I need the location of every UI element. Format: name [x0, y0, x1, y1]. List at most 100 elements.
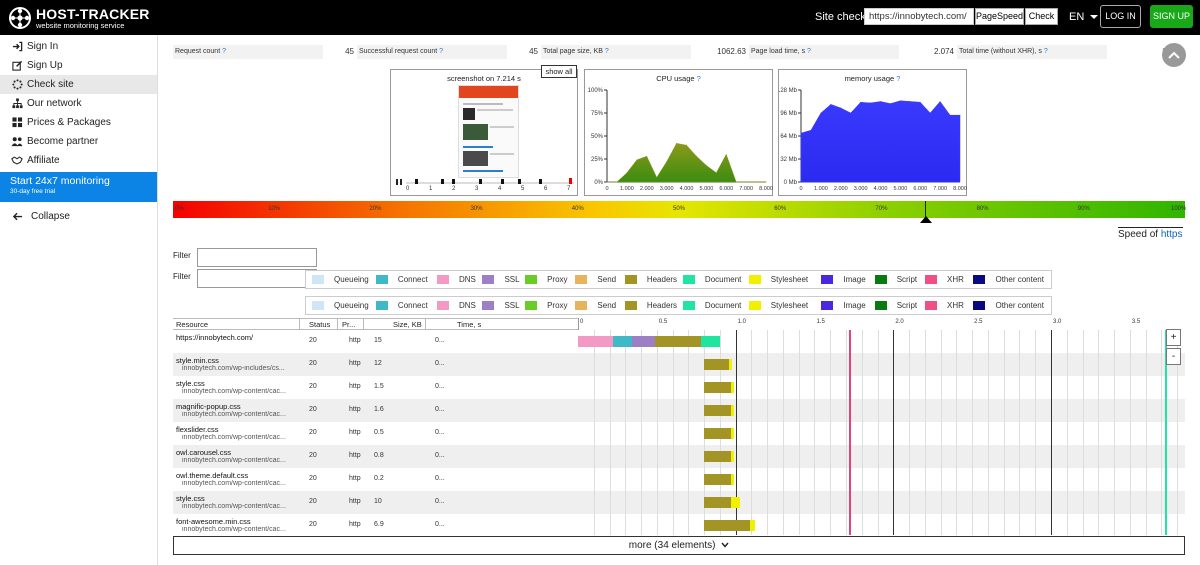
- header-protocol[interactable]: Pr...: [342, 320, 356, 329]
- waterfall-bar-headers[interactable]: [655, 336, 701, 347]
- legend-item[interactable]: Send: [575, 301, 624, 310]
- legend-item[interactable]: XHR: [925, 275, 973, 284]
- legend-item[interactable]: Proxy: [525, 301, 575, 310]
- edit-icon: [11, 60, 23, 72]
- legend-item[interactable]: Send: [575, 275, 624, 284]
- legend-item[interactable]: Image: [821, 275, 874, 284]
- waterfall-bar-stylesheet[interactable]: [730, 497, 741, 508]
- waterfall-bar-stylesheet[interactable]: [730, 451, 735, 462]
- sidebar-item-our-network[interactable]: Our network: [0, 94, 157, 113]
- help-icon[interactable]: ?: [439, 48, 444, 55]
- logo[interactable]: HOST-TRACKER website monitoring service: [8, 6, 150, 30]
- more-elements-button[interactable]: more (34 elements): [173, 536, 1185, 555]
- waterfall-bar-dns[interactable]: [578, 336, 613, 347]
- legend-item[interactable]: DNS: [436, 275, 483, 284]
- pagespeed-button[interactable]: PageSpeed: [975, 8, 1024, 25]
- legend-item[interactable]: Connect: [375, 301, 437, 310]
- table-row[interactable]: style.css innobytech.com/wp-content/cac..…: [173, 491, 1185, 514]
- waterfall-bar-headers[interactable]: [704, 428, 731, 439]
- show-all-button[interactable]: show all: [541, 65, 577, 78]
- sidebar-item-sign-in[interactable]: Sign In: [0, 37, 157, 56]
- legend-item[interactable]: SSL: [482, 275, 525, 284]
- waterfall-bar-stylesheet[interactable]: [730, 405, 735, 416]
- table-row[interactable]: owl.carousel.css innobytech.com/wp-conten…: [173, 445, 1185, 468]
- waterfall-bar-headers[interactable]: [704, 405, 731, 416]
- speed-link[interactable]: https: [1160, 229, 1183, 240]
- legend-item[interactable]: Stylesheet: [748, 301, 822, 310]
- legend-item[interactable]: Headers: [624, 275, 683, 284]
- legend-item[interactable]: Proxy: [525, 275, 575, 284]
- header-size[interactable]: Size, KB: [393, 320, 422, 329]
- waterfall-bar-headers[interactable]: [704, 382, 731, 393]
- legend-item[interactable]: Script: [874, 275, 925, 284]
- legend-item[interactable]: SSL: [482, 301, 525, 310]
- legend-swatch: [482, 275, 495, 284]
- header-time[interactable]: Time, s: [457, 320, 482, 329]
- legend-item[interactable]: DNS: [436, 301, 483, 310]
- waterfall-bar-stylesheet[interactable]: [730, 428, 735, 439]
- zoom-in-button[interactable]: +: [1166, 329, 1181, 346]
- legend-item[interactable]: Stylesheet: [748, 275, 822, 284]
- table-row[interactable]: style.min.css innobytech.com/wp-includes/…: [173, 353, 1185, 376]
- waterfall-bar-stylesheet[interactable]: [730, 474, 735, 485]
- language-selector[interactable]: EN: [1069, 11, 1099, 23]
- waterfall-bar-headers[interactable]: [704, 474, 731, 485]
- start-monitoring-promo[interactable]: Start 24x7 monitoring 30-day free trial: [0, 172, 157, 202]
- table-row[interactable]: style.css innobytech.com/wp-content/cac..…: [173, 376, 1185, 399]
- waterfall-bar-headers[interactable]: [704, 451, 731, 462]
- legend-item[interactable]: Image: [821, 301, 874, 310]
- table-row[interactable]: font-awesome.min.css innobytech.com/wp-co…: [173, 514, 1185, 537]
- login-button[interactable]: LOG IN: [1100, 5, 1141, 28]
- waterfall-bar-stylesheet[interactable]: [730, 382, 735, 393]
- help-icon[interactable]: ?: [896, 74, 901, 83]
- signup-button[interactable]: SIGN UP: [1150, 5, 1193, 28]
- waterfall-bar-headers[interactable]: [704, 520, 750, 531]
- sidebar-item-check-site[interactable]: Check site: [0, 75, 157, 94]
- check-button[interactable]: Check: [1025, 8, 1058, 25]
- legend-item[interactable]: Queueing: [312, 275, 376, 284]
- legend-item[interactable]: XHR: [925, 301, 973, 310]
- waterfall-bar-ssl[interactable]: [631, 336, 656, 347]
- sidebar-item-affiliate[interactable]: Affiliate: [0, 151, 157, 170]
- help-icon[interactable]: ?: [1043, 48, 1048, 55]
- legend-item[interactable]: Queueing: [312, 301, 376, 310]
- help-icon[interactable]: ?: [604, 48, 609, 55]
- waterfall-bar-stylesheet[interactable]: [749, 520, 755, 531]
- legend-item[interactable]: Other content: [973, 301, 1050, 310]
- data-point: [899, 100, 901, 102]
- header-status[interactable]: Status: [309, 320, 331, 329]
- screenshot-thumbnail[interactable]: [458, 85, 519, 178]
- waterfall-bar-headers[interactable]: [704, 359, 730, 370]
- legend-item[interactable]: Document: [682, 301, 749, 310]
- y-tick-label: 64 Mb: [780, 134, 797, 140]
- waterfall-bar-stylesheet[interactable]: [729, 359, 733, 370]
- filter-input[interactable]: [197, 248, 317, 267]
- sidebar-item-partner[interactable]: Become partner: [0, 132, 157, 151]
- sidebar-item-sign-up[interactable]: Sign Up: [0, 56, 157, 75]
- waterfall-bar-document[interactable]: [700, 336, 720, 347]
- table-row[interactable]: https://innobytech.com/20 http 15 0...: [173, 330, 1185, 353]
- time-cell: 0...: [435, 360, 445, 367]
- help-icon[interactable]: ?: [222, 48, 227, 55]
- help-icon[interactable]: ?: [807, 48, 811, 55]
- help-icon[interactable]: ?: [696, 74, 701, 83]
- legend-item[interactable]: Document: [682, 275, 749, 284]
- legend-item[interactable]: Connect: [375, 275, 437, 284]
- zoom-out-button[interactable]: -: [1166, 348, 1181, 365]
- screenshot-timeline[interactable]: [391, 176, 579, 196]
- table-row[interactable]: flexslider.css innobytech.com/wp-content/…: [173, 422, 1185, 445]
- header-resource[interactable]: Resource: [176, 320, 209, 329]
- filter-input[interactable]: [197, 269, 317, 288]
- size-cell: 1.5: [374, 383, 384, 390]
- scroll-top-button[interactable]: [1162, 43, 1186, 67]
- legend-item[interactable]: Script: [874, 301, 925, 310]
- waterfall-bar-headers[interactable]: [704, 497, 731, 508]
- legend-item[interactable]: Other content: [973, 275, 1050, 284]
- url-input[interactable]: [864, 8, 974, 25]
- waterfall-bar-connect[interactable]: [612, 336, 632, 347]
- sidebar-collapse[interactable]: Collapse: [0, 207, 157, 226]
- table-row[interactable]: owl.theme.default.css innobytech.com/wp-c…: [173, 468, 1185, 491]
- table-row[interactable]: magnific-popup.css innobytech.com/wp-cont…: [173, 399, 1185, 422]
- legend-item[interactable]: Headers: [624, 301, 683, 310]
- sidebar-item-prices[interactable]: Prices & Packages: [0, 113, 157, 132]
